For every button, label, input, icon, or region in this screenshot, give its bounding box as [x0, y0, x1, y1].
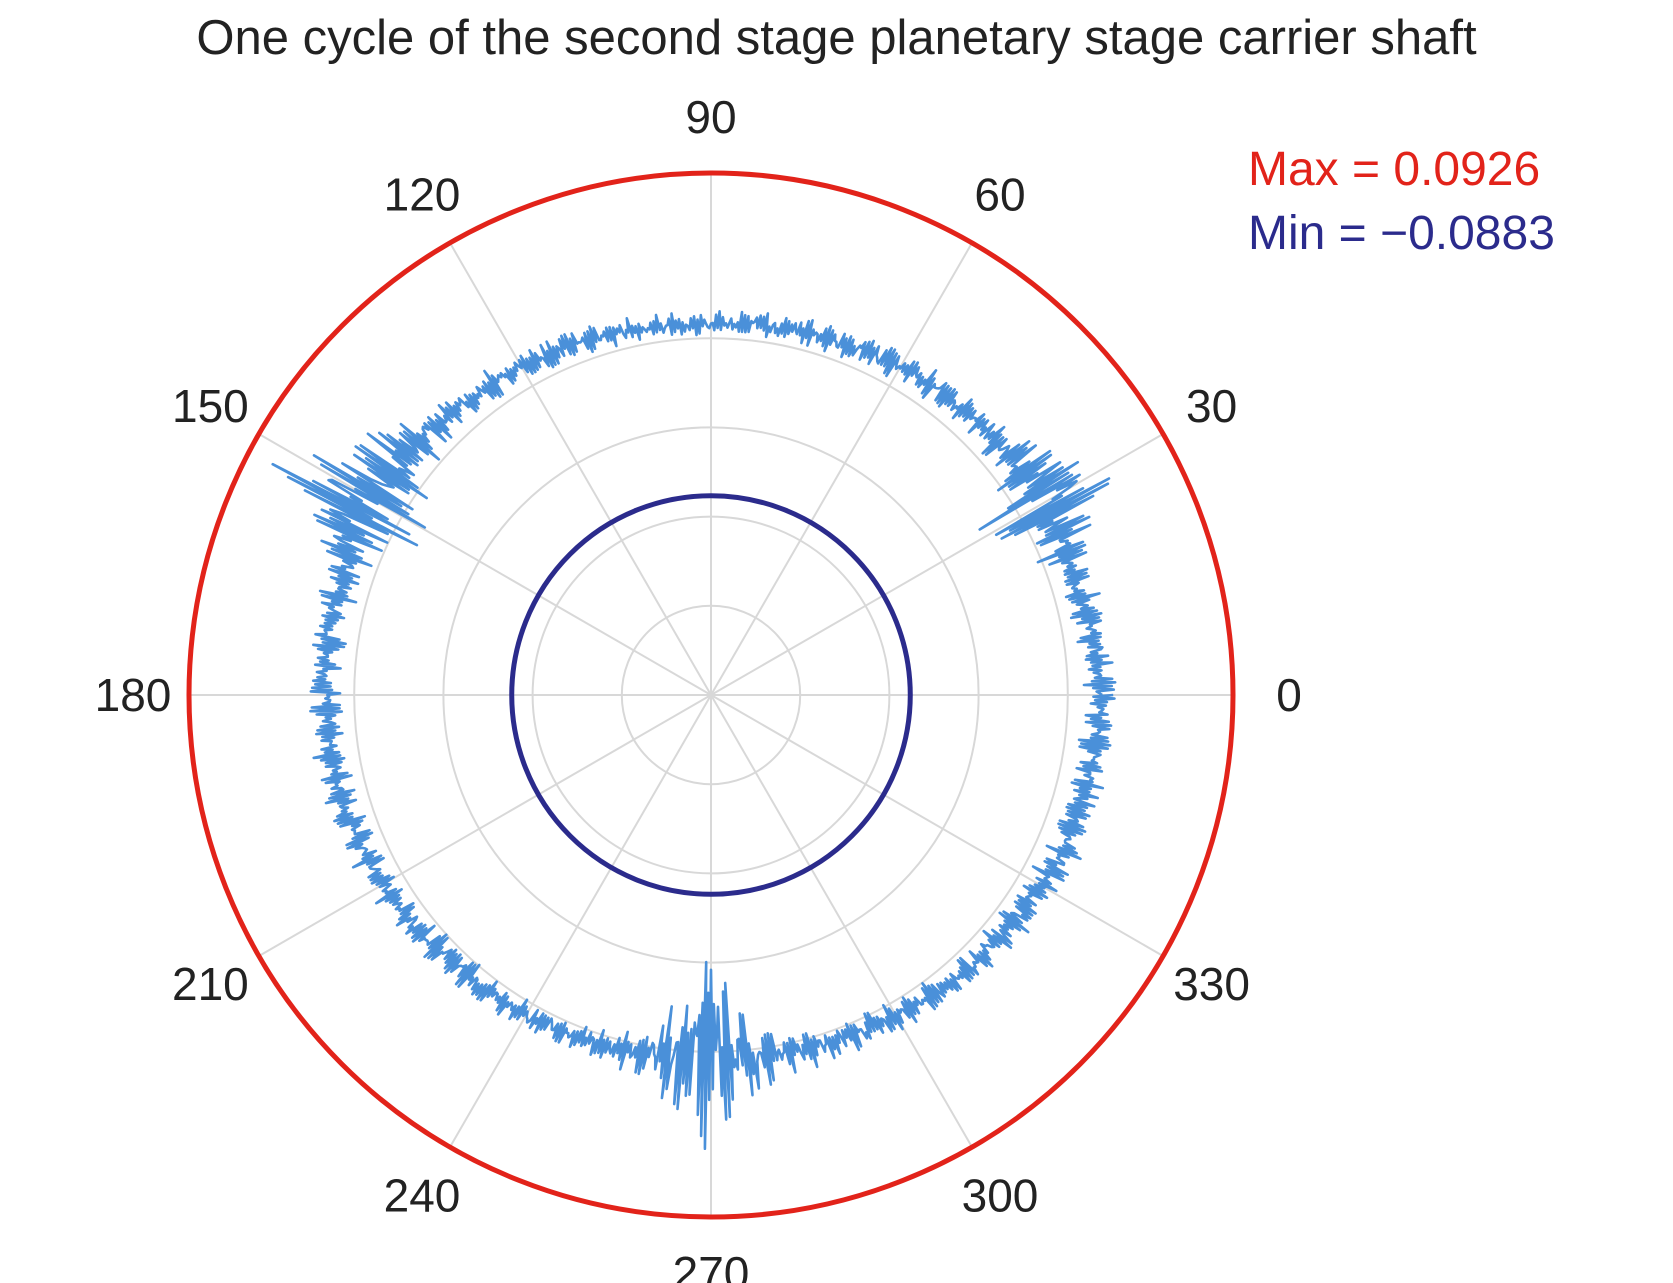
- angular-grid-spoke: [258, 694, 712, 957]
- angular-tick-label: 180: [95, 669, 172, 721]
- angular-tick-label: 150: [172, 380, 249, 432]
- angular-grid-spoke: [710, 694, 973, 1148]
- angular-tick-labels: 0 30 60 90 120 150 180 210 240 270 300 330: [95, 91, 1302, 1283]
- angular-grid-spoke: [258, 433, 712, 696]
- angular-grid-spoke: [710, 433, 1164, 696]
- signal-trace: [271, 310, 1117, 1150]
- min-circle: [509, 493, 913, 897]
- limit-rings: [186, 170, 1236, 1220]
- angular-grid-spoke: [710, 242, 973, 696]
- signal-series: [271, 310, 1117, 1150]
- chart-title: One cycle of the second stage planetary …: [196, 11, 1477, 65]
- legend-max-label: Max = 0.0926: [1248, 143, 1541, 196]
- angular-grid-spoke: [710, 694, 1164, 957]
- legend-min-label: Min = −0.0883: [1248, 207, 1555, 260]
- angular-tick-label: 240: [384, 1170, 461, 1222]
- legend: Max = 0.0926 Min = −0.0883: [1248, 138, 1555, 266]
- angular-tick-label: 330: [1173, 958, 1250, 1010]
- angular-tick-label: 270: [673, 1247, 750, 1283]
- angular-tick-label: 300: [962, 1170, 1039, 1222]
- angular-tick-label: 90: [685, 91, 736, 143]
- angular-tick-label: 30: [1186, 380, 1237, 432]
- angular-grid-spoke: [449, 242, 712, 696]
- angular-tick-label: 60: [974, 168, 1025, 220]
- angular-tick-label: 120: [384, 168, 461, 220]
- polar-grid: [189, 173, 1233, 1217]
- max-circle: [186, 170, 1236, 1220]
- angular-grid-spoke: [449, 694, 712, 1148]
- angular-tick-label: 210: [172, 958, 249, 1010]
- angular-tick-label: 0: [1276, 669, 1302, 721]
